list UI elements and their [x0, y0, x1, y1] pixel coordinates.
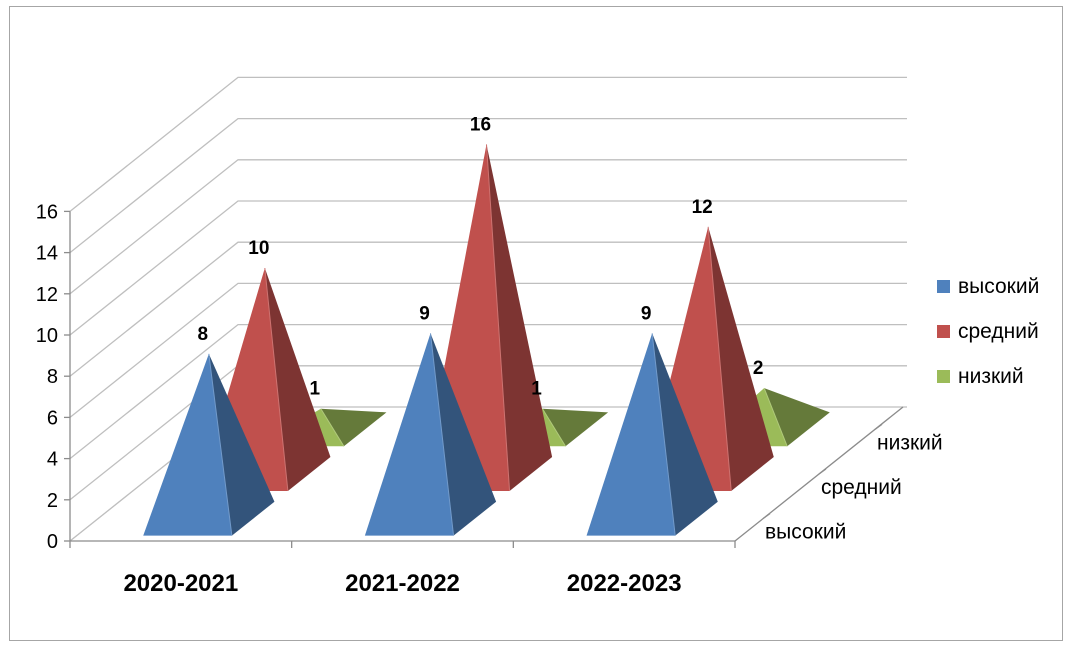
pyramid-side-face	[542, 408, 609, 447]
pyramid-edge	[542, 408, 566, 447]
pyramid-edge	[707, 226, 732, 492]
legend-label: средний	[958, 320, 1039, 343]
pyramid-side-face	[764, 388, 830, 447]
legend-swatch	[937, 325, 950, 338]
legend-swatch	[937, 370, 950, 383]
category-label: 2021-2022	[345, 570, 460, 597]
pyramid-side-face	[430, 333, 497, 536]
data-label: 1	[310, 379, 321, 400]
data-label: 12	[692, 197, 713, 218]
pyramid-высокий-2021-2022	[364, 333, 497, 536]
legend-item: высокий	[937, 275, 1039, 298]
data-label: 8	[198, 324, 209, 345]
pyramid-edge	[430, 333, 455, 536]
pyramid-edge	[208, 353, 233, 536]
y-tick-label: 8	[47, 366, 58, 388]
gridline-6	[69, 282, 907, 418]
data-label: 16	[470, 114, 491, 135]
y-tick-label: 0	[47, 531, 58, 553]
depth-tick-mark	[874, 423, 883, 430]
pyramid-side-face	[486, 144, 553, 491]
category-label: 2020-2021	[123, 570, 238, 597]
pyramid-edge	[651, 333, 676, 536]
y-tick-label: 6	[47, 407, 58, 429]
data-label: 2	[753, 358, 764, 379]
legend-swatch	[937, 280, 950, 293]
y-axis-ticks: 0 2 4 6 8 10 12 14 16	[36, 201, 58, 553]
legend-item: средний	[937, 320, 1039, 343]
pyramid-edge	[264, 267, 289, 492]
gridline-16	[69, 76, 907, 212]
pyramid-front-face	[143, 353, 232, 536]
pyramid-side-face	[208, 353, 275, 536]
pyramid-side-face	[652, 333, 718, 536]
legend-label: высокий	[958, 275, 1039, 298]
pyramid-front-face	[364, 333, 454, 536]
x-axis-categories: 2020-2021 2021-2022 2022-2023	[123, 570, 681, 597]
legend: высокий средний низкий	[937, 275, 1039, 388]
data-label: 9	[419, 303, 430, 324]
category-label: 2022-2023	[567, 570, 682, 597]
gridline-14	[69, 117, 907, 254]
depth-tick-mark	[818, 468, 827, 475]
data-label: 1	[531, 379, 542, 400]
pyramid-edge	[486, 144, 511, 492]
data-label: 10	[248, 238, 269, 259]
gridline-10	[69, 200, 907, 336]
depth-axis-label: высокий	[765, 521, 846, 544]
pyramid-side-face	[264, 268, 331, 491]
pyramids	[143, 144, 830, 536]
pyramid-front-face	[586, 333, 676, 536]
y-tick-label: 14	[36, 243, 58, 265]
pyramid-высокий-2020-2021	[143, 353, 275, 536]
legend-item: низкий	[937, 365, 1024, 388]
depth-axis-label: средний	[821, 476, 902, 499]
legend-label: низкий	[958, 365, 1024, 388]
depth-axis-label: низкий	[877, 431, 943, 454]
gridline-8	[69, 241, 907, 377]
y-tick-label: 12	[36, 284, 58, 306]
depth-tick-mark	[762, 513, 771, 520]
pyramid-высокий-2022-2023	[586, 333, 718, 536]
y-tick-label: 10	[36, 325, 58, 347]
depth-axis-labels: высокий средний низкий	[762, 423, 943, 544]
y-tick-label: 4	[47, 449, 58, 471]
data-label: 9	[641, 303, 652, 324]
y-tick-label: 16	[36, 201, 58, 223]
pyramid-edge	[320, 408, 345, 447]
y-tick-label: 2	[47, 490, 58, 512]
pyramid-side-face	[708, 226, 774, 491]
gridline-12	[69, 159, 907, 295]
pyramid-edge	[763, 387, 788, 447]
pyramid-side-face	[320, 408, 387, 447]
